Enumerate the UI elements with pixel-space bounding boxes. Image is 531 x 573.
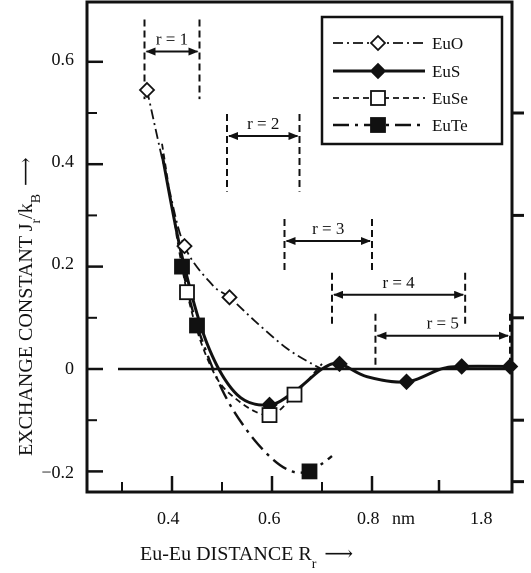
legend-marker-eus xyxy=(369,62,387,80)
data-point-eus xyxy=(453,358,470,375)
y-tick-label: 0.6 xyxy=(52,49,75,69)
legend-entry-euo: EuO xyxy=(432,34,463,53)
data-point-euo xyxy=(138,81,156,99)
axis-ticks xyxy=(87,60,441,492)
legend-entry-eute: EuTe xyxy=(432,116,468,135)
data-point-euo xyxy=(221,289,238,306)
range-label: r = 3 xyxy=(312,219,344,238)
legend-marker-euo xyxy=(369,34,387,52)
y-tick-label: 0 xyxy=(65,358,74,378)
y-tick-label: −0.2 xyxy=(41,462,74,482)
y-tick-label: 0.2 xyxy=(52,253,75,273)
data-point-euse xyxy=(261,407,278,423)
series-line-euo xyxy=(146,89,323,370)
legend-entry-eus: EuS xyxy=(432,62,460,81)
data-point-eute xyxy=(301,463,318,480)
distance-annotations: r = 1 r = 2 r = 3 r = 4 r = 5 xyxy=(143,19,511,369)
data-point-eute xyxy=(189,317,205,334)
range-label: r = 5 xyxy=(427,314,459,333)
x-axis-title: Eu-Eu DISTANCE Rr ⟶ xyxy=(140,543,353,572)
range-label: r = 4 xyxy=(382,273,415,292)
legend-marker-eute xyxy=(370,117,386,133)
x-tick-label: nm xyxy=(392,508,415,528)
legend-marker-euse xyxy=(370,90,386,106)
plot-frame xyxy=(85,0,514,494)
data-point-eus xyxy=(501,358,519,375)
data-point-eus xyxy=(398,373,415,391)
x-tick-label: 1.8 xyxy=(470,508,493,528)
series-curves xyxy=(146,89,511,474)
right-ticks xyxy=(512,111,524,484)
x-tick-label: 0.8 xyxy=(357,508,380,528)
legend-entry-euse: EuSe xyxy=(432,89,468,108)
x-tick-label: 0.6 xyxy=(258,508,281,528)
range-label: r = 1 xyxy=(156,30,188,49)
x-tick-label: 0.4 xyxy=(157,508,180,528)
range-label: r = 2 xyxy=(247,114,279,133)
y-axis-title: EXCHANGE CONSTANT Jr/kB⟶ xyxy=(15,157,44,456)
series-markers xyxy=(138,81,519,480)
x-tick-labels: 0.4 0.6 0.8 nm 1.8 xyxy=(157,508,493,528)
data-point-euo xyxy=(176,237,193,255)
data-point-eute xyxy=(174,258,190,275)
legend: EuO EuS EuSe EuTe xyxy=(320,15,504,146)
y-tick-labels: 0.6 0.4 0.2 0 −0.2 xyxy=(41,49,74,482)
legend-box xyxy=(320,15,504,146)
data-point-euse xyxy=(286,386,303,403)
data-point-eus xyxy=(331,355,348,373)
y-tick-label: 0.4 xyxy=(52,151,75,171)
data-point-euse xyxy=(179,284,195,301)
